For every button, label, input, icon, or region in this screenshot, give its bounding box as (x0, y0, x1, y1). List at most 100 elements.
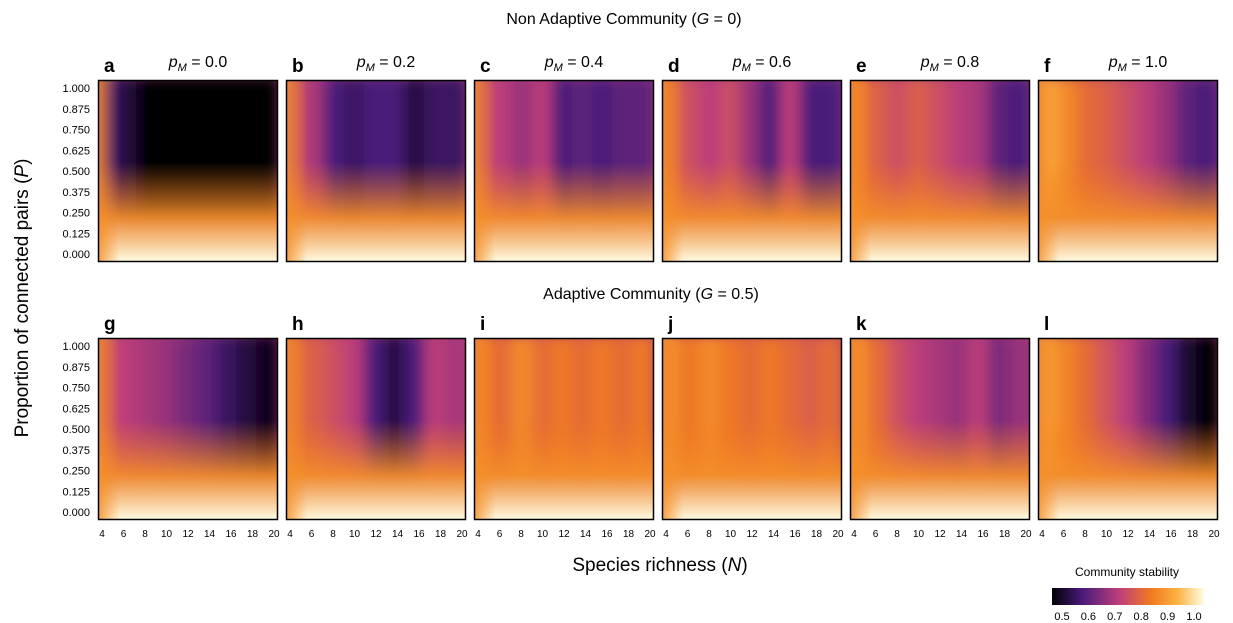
y-tick-label: 1.000 (62, 341, 90, 353)
low-n-band (1038, 80, 1060, 262)
panel-pm-label: pM = 1.0 (1108, 54, 1168, 74)
y-tick-label: 0.250 (62, 208, 90, 220)
y-tick-label: 0.750 (62, 383, 90, 395)
panel-frame (1037, 337, 1219, 521)
x-tick-label: 14 (1144, 529, 1156, 540)
x-tick-label: 16 (225, 529, 237, 540)
panel-d: d pM = 0.6 (661, 54, 843, 263)
low-n-band (98, 338, 120, 520)
panel-frame (849, 337, 1031, 521)
panel-k: k (849, 314, 1031, 521)
colorbar-bar (1052, 588, 1204, 605)
panel-letter: b (292, 56, 304, 77)
y-tick-label: 0.250 (62, 466, 90, 478)
panel-frame (1037, 79, 1219, 263)
x-tick-label: 12 (1122, 529, 1134, 540)
colorbar-tick-label: 0.7 (1107, 611, 1122, 623)
y-tick-label: 0.375 (62, 445, 90, 457)
low-n-band (850, 80, 872, 262)
x-tick-label: 10 (1101, 529, 1113, 540)
x-tick-label: 6 (873, 529, 879, 540)
panel-frame (285, 337, 467, 521)
x-tick-label: 16 (601, 529, 613, 540)
panel-j: j (661, 314, 843, 521)
x-tick-label: 20 (268, 529, 280, 540)
panel-letter: i (480, 314, 485, 335)
x-tick-label: 20 (644, 529, 656, 540)
panel-pm-label: pM = 0.2 (356, 54, 416, 74)
x-tick-label: 18 (1187, 529, 1199, 540)
colorbar-tick-label: 0.6 (1081, 611, 1096, 623)
x-tick-label: 20 (1020, 529, 1032, 540)
low-n-band (1038, 338, 1060, 520)
x-tick-label: 6 (685, 529, 691, 540)
colorbar-tick-label: 0.9 (1160, 611, 1175, 623)
low-p-band (98, 419, 278, 520)
low-p-band (850, 161, 1030, 262)
y-tick-label: 0.000 (62, 507, 90, 519)
y-tick-label: 0.375 (62, 187, 90, 199)
low-n-band (474, 80, 496, 262)
x-tick-label: 4 (99, 529, 105, 540)
panel-frame (849, 79, 1031, 263)
x-axis-label: Species richness (N) (572, 555, 747, 576)
low-p-band (1038, 161, 1218, 262)
x-tick-label: 20 (456, 529, 468, 540)
x-tick-label: 14 (392, 529, 404, 540)
panel-letter: g (104, 314, 116, 335)
x-tick-label: 4 (1039, 529, 1045, 540)
y-tick-label: 0.875 (62, 104, 90, 116)
y-tick-label: 0.000 (62, 249, 90, 261)
panel-letter: j (667, 314, 673, 335)
panel-c: c pM = 0.4 (473, 54, 655, 263)
panel-g: g (97, 314, 279, 521)
y-tick-label: 0.125 (62, 486, 90, 498)
low-p-band (474, 161, 654, 262)
x-tick-label: 10 (913, 529, 925, 540)
x-tick-label: 14 (956, 529, 968, 540)
panel-frame (97, 337, 279, 521)
panel-letter: k (856, 314, 867, 335)
y-axis-label: Proportion of connected pairs (P) (12, 159, 33, 438)
x-tick-label: 6 (309, 529, 315, 540)
panel-pm-label: pM = 0.4 (544, 54, 604, 74)
x-tick-label: 16 (1165, 529, 1177, 540)
low-p-band (662, 161, 842, 262)
colorbar-title: Community stability (1075, 565, 1179, 579)
y-tick-label: 0.500 (62, 166, 90, 178)
panel-i: i (473, 314, 655, 521)
x-tick-label: 8 (894, 529, 900, 540)
x-axis: 4 6 8 10 12 14 16 18 20 4 6 8 10 12 14 16 18 20 4 6 8 10 12 14 1… (99, 529, 1220, 540)
colorbar: Community stability 0.5 0.6 0.7 0.8 0.9 1.0 (1052, 565, 1204, 623)
low-n-band (662, 80, 684, 262)
panel-letter: a (104, 56, 115, 77)
low-n-band (98, 80, 120, 262)
panel-letter: l (1044, 314, 1049, 335)
low-n-band (662, 338, 684, 520)
x-tick-label: 4 (287, 529, 293, 540)
low-n-band (474, 338, 496, 520)
panel-frame (473, 337, 655, 521)
y-tick-label: 0.750 (62, 125, 90, 137)
x-tick-label: 14 (580, 529, 592, 540)
x-tick-label: 8 (1082, 529, 1088, 540)
panel-a: a pM = 0.0 (97, 54, 279, 263)
x-tick-label: 12 (370, 529, 382, 540)
colorbar-ticks: 0.5 0.6 0.7 0.8 0.9 1.0 (1054, 611, 1201, 623)
panel-f: f pM = 1.0 (1037, 54, 1219, 263)
panel-frame (473, 79, 655, 263)
x-tick-label: 8 (706, 529, 712, 540)
panel-pm-label: pM = 0.6 (732, 54, 792, 74)
x-tick-label: 12 (558, 529, 570, 540)
low-p-band (286, 419, 466, 520)
x-tick-label: 12 (746, 529, 758, 540)
top-row-title: Non Adaptive Community (G = 0) (506, 11, 741, 28)
y-tick-label: 0.500 (62, 424, 90, 436)
panel-letter: h (292, 314, 304, 335)
panel-l: l (1037, 314, 1219, 521)
x-tick-label: 6 (497, 529, 503, 540)
low-n-band (286, 80, 308, 262)
x-tick-label: 16 (789, 529, 801, 540)
x-tick-label: 10 (537, 529, 549, 540)
